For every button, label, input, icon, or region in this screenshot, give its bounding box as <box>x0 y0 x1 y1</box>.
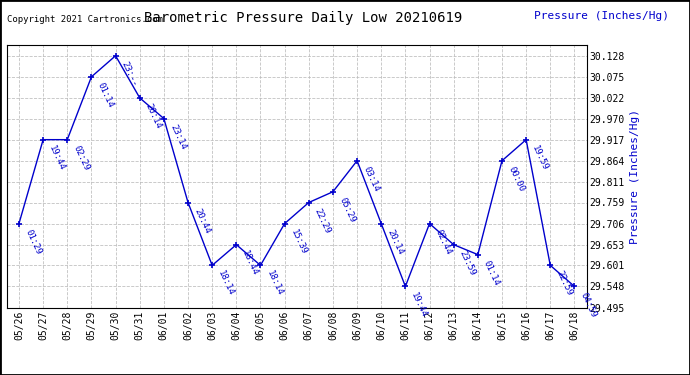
Text: 23:59: 23:59 <box>458 249 477 277</box>
Text: 04:59: 04:59 <box>579 291 598 319</box>
Text: Copyright 2021 Cartronics.com: Copyright 2021 Cartronics.com <box>7 15 163 24</box>
Text: 15:39: 15:39 <box>289 228 308 256</box>
Text: 02:29: 02:29 <box>72 144 91 172</box>
Text: 00:00: 00:00 <box>506 165 526 193</box>
Text: 02:44: 02:44 <box>434 228 453 256</box>
Text: 01:29: 01:29 <box>23 228 43 256</box>
Text: 20:44: 20:44 <box>193 207 212 235</box>
Text: 19:44: 19:44 <box>48 144 67 172</box>
Text: 23:--: 23:-- <box>120 60 139 88</box>
Text: 18:44: 18:44 <box>241 249 260 277</box>
Text: 03:14: 03:14 <box>362 165 381 193</box>
Text: 23:14: 23:14 <box>168 123 188 151</box>
Text: 22:29: 22:29 <box>313 207 333 235</box>
Text: 01:14: 01:14 <box>96 81 115 109</box>
Text: 01:14: 01:14 <box>482 259 502 287</box>
Text: 22:59: 22:59 <box>555 270 574 298</box>
Text: 20:14: 20:14 <box>386 228 405 256</box>
Text: 19:44: 19:44 <box>410 291 429 319</box>
Text: 19:59: 19:59 <box>531 144 550 172</box>
Text: 18:14: 18:14 <box>265 270 284 298</box>
Text: 05:29: 05:29 <box>337 196 357 224</box>
Text: 18:14: 18:14 <box>217 270 236 298</box>
Text: Pressure (Inches/Hg): Pressure (Inches/Hg) <box>534 11 669 21</box>
Text: 20:14: 20:14 <box>144 102 164 130</box>
Y-axis label: Pressure (Inches/Hg): Pressure (Inches/Hg) <box>630 109 640 244</box>
Text: Barometric Pressure Daily Low 20210619: Barometric Pressure Daily Low 20210619 <box>144 11 463 25</box>
